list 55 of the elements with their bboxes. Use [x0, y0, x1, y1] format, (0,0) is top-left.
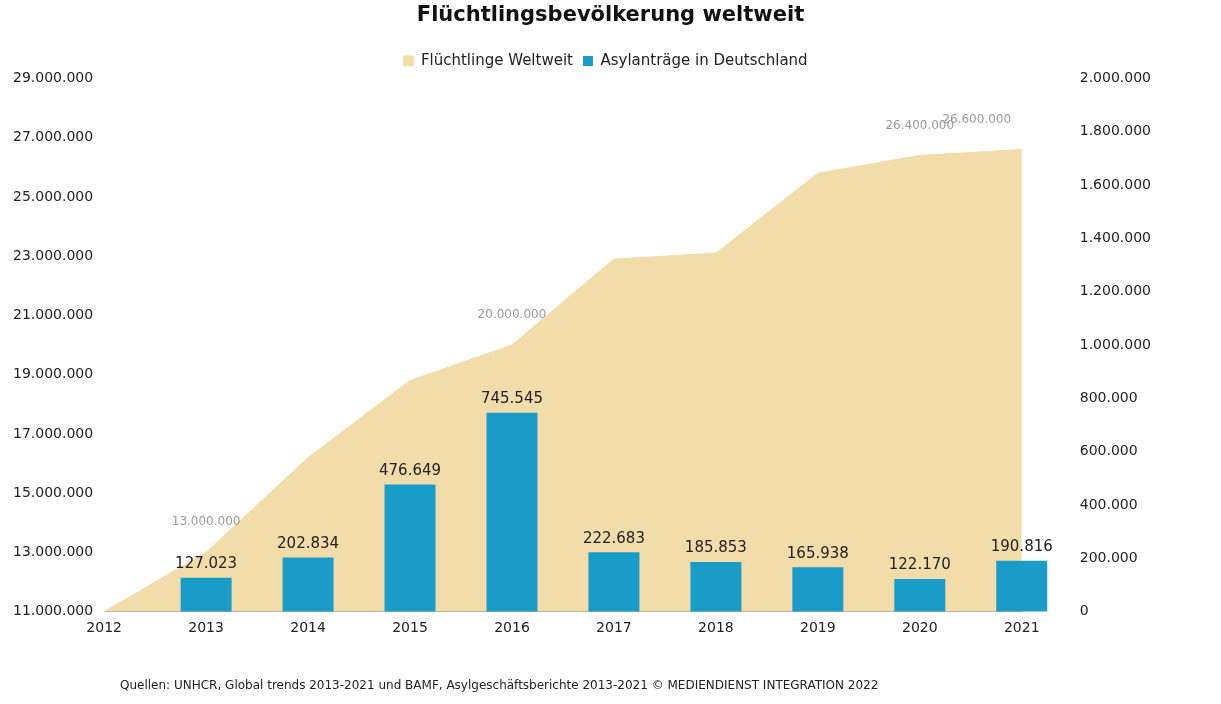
chart-title: Flüchtlingsbevölkerung weltweit: [415, 2, 806, 26]
bar: [996, 560, 1048, 612]
data-label: 745.545: [480, 389, 543, 408]
data-label: 122.170: [888, 555, 951, 574]
x-tick-label: 2017: [596, 618, 632, 635]
x-tick-label: 2016: [494, 618, 530, 635]
y2-tick-label: 1.000.000: [1079, 335, 1152, 352]
x-tick-label: 2014: [290, 618, 326, 635]
y2-tick-label: 200.000: [1079, 548, 1138, 565]
data-label: 476.649: [379, 460, 442, 479]
y-tick-label: 23.000.000: [12, 246, 94, 263]
y-tick-label: 17.000.000: [12, 424, 94, 441]
y2-tick-label: 1.200.000: [1079, 282, 1152, 299]
y-tick-label: 19.000.000: [12, 365, 94, 382]
data-label: 185.853: [684, 538, 747, 557]
y2-tick-label: 0: [1079, 602, 1089, 619]
x-tick-label: 2015: [392, 618, 428, 635]
data-label: 13.000.000: [171, 514, 241, 529]
source-note: Quellen: UNHCR, Global trends 2013-2021 und BAMF, Asylgeschäftsberichte 2013-2021 © MEDIENDIENST INTEGRATION 2022: [120, 678, 879, 692]
x-tick-label: 2021: [1003, 618, 1040, 635]
bar: [792, 567, 844, 612]
y-tick-label: 27.000.000: [12, 128, 94, 145]
data-label: 165.938: [786, 543, 849, 562]
bar: [180, 577, 232, 612]
y-tick-label: 15.000.000: [12, 483, 94, 500]
x-tick-label: 2020: [901, 618, 938, 635]
y-tick-label: 29.000.000: [12, 69, 94, 86]
data-label: 20.000.000: [477, 307, 547, 322]
y2-tick-label: 1.800.000: [1079, 122, 1152, 139]
y2-tick-label: 1.400.000: [1079, 229, 1152, 245]
data-label: 190.816: [990, 537, 1053, 556]
y2-tick-label: 1.600.000: [1079, 175, 1152, 192]
x-tick-label: 2013: [188, 618, 224, 635]
bar: [690, 562, 742, 612]
y-tick-label: 21.000.000: [12, 306, 94, 323]
y2-tick-label: 2.000.000: [1079, 69, 1152, 86]
y2-tick-label: 400.000: [1079, 495, 1138, 512]
bar: [384, 484, 436, 612]
y2-tick-label: 800.000: [1079, 388, 1138, 405]
y-tick-label: 13.000.000: [12, 543, 94, 559]
x-tick-label: 2019: [800, 618, 836, 635]
y2-tick-label: 600.000: [1079, 442, 1138, 459]
legend-label: Flüchtlinge Weltweit: [420, 50, 574, 69]
y-tick-label: 11.000.000: [12, 602, 94, 619]
bar: [588, 552, 640, 612]
x-tick-label: 2012: [86, 618, 122, 635]
bar: [282, 557, 334, 612]
data-label: 127.023: [175, 554, 238, 573]
legend-label: Asylanträge in Deutschland: [600, 50, 808, 69]
bar: [894, 579, 946, 612]
data-label: 202.834: [277, 533, 340, 552]
x-tick-label: 2018: [698, 618, 734, 635]
bar: [486, 412, 538, 612]
data-label: 222.683: [582, 528, 645, 547]
y-tick-label: 25.000.000: [12, 187, 94, 204]
